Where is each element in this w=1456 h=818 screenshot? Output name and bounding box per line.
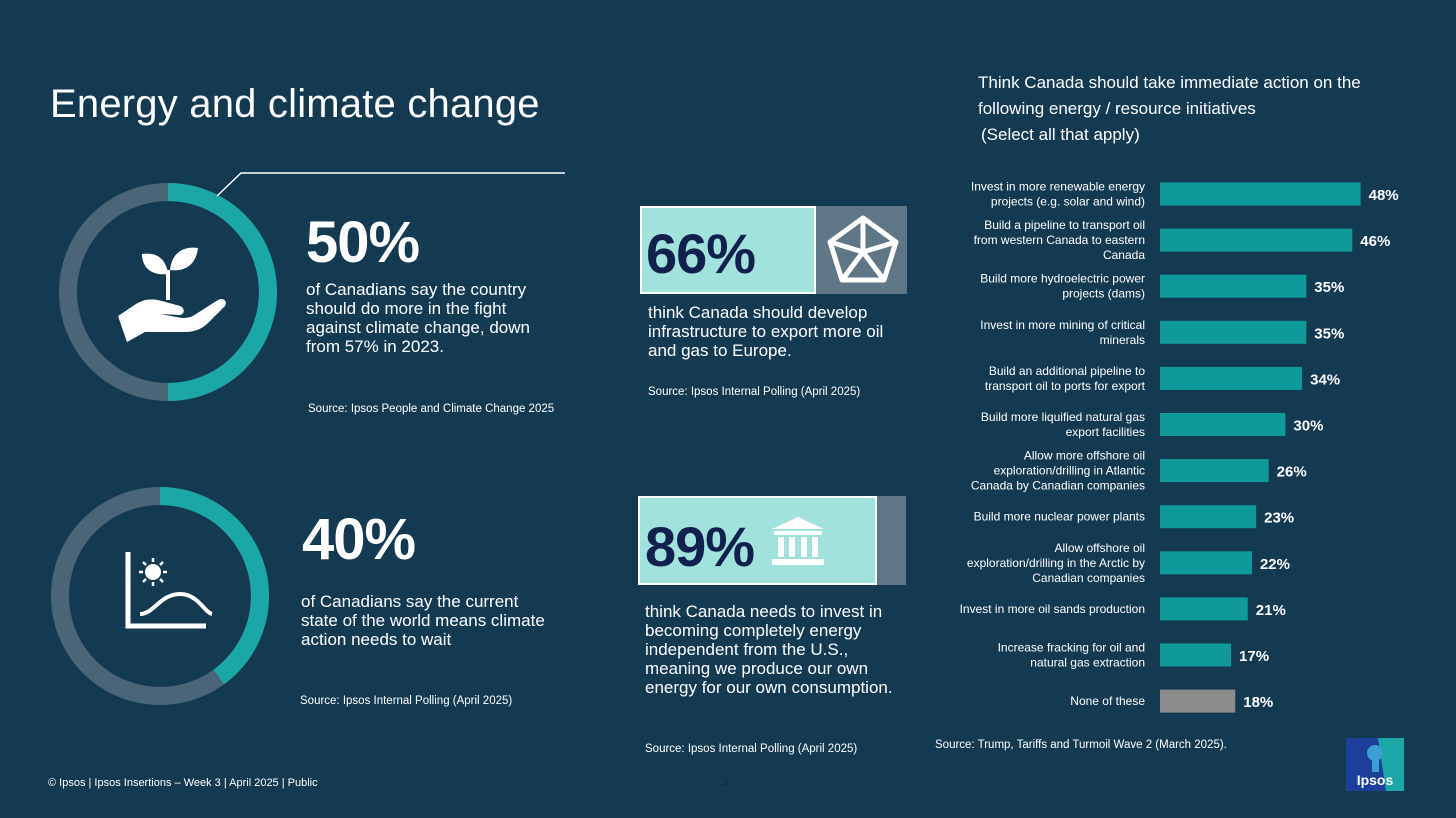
category-label-line: Build an additional pipeline to — [989, 364, 1145, 378]
bar — [1160, 320, 1307, 344]
donut-arc — [51, 487, 269, 705]
category-label: Allow more offshore oil exploration/drill… — [971, 449, 1145, 493]
category-label-line: Allow offshore oil — [1055, 541, 1146, 555]
category-label: Increase fracking for oil and natural gas… — [998, 641, 1145, 670]
bar-value-label: 22% — [1260, 556, 1290, 573]
bar — [1160, 274, 1307, 298]
category-label-line: Invest in more renewable energy — [971, 180, 1145, 194]
callout-line — [216, 172, 565, 197]
category-label: None of these — [1070, 694, 1145, 708]
stat-text-energy-independent: think Canada needs to invest in becoming… — [645, 602, 893, 697]
source-climate-wait: Source: Ipsos Internal Polling (April 20… — [300, 695, 513, 707]
stat-percent-export-europe: 66% — [646, 222, 756, 285]
category-label: Allow offshore oil exploration/drilling i… — [967, 541, 1145, 585]
category-label-line: Invest in more mining of critical — [980, 318, 1145, 332]
bar — [1160, 643, 1232, 667]
stat-text-climate-fight: of Canadians say the country should do m… — [306, 280, 530, 356]
bar — [1160, 366, 1303, 390]
stat-percent-climate-fight: 50% — [306, 210, 420, 275]
bar — [1160, 597, 1248, 621]
bar — [1160, 228, 1353, 252]
bar-value-label: 46% — [1360, 233, 1390, 250]
chart-source: Source: Trump, Tariffs and Turmoil Wave … — [935, 739, 1227, 751]
category-label-line: Build more nuclear power plants — [974, 510, 1145, 524]
stat-text-export-europe: think Canada should develop infrastructu… — [648, 303, 884, 360]
logo-text: Ipsos — [1357, 772, 1394, 788]
virus-graph-icon — [125, 552, 213, 629]
footer-text: © Ipsos | Ipsos Insertions – Week 3 | Ap… — [48, 777, 318, 789]
category-label: Invest in more renewable energy projects … — [971, 180, 1145, 209]
donut-arc — [59, 183, 277, 401]
category-label-line: Build more hydroelectric power — [980, 272, 1145, 286]
category-label: Build more liquified natural gas export f… — [981, 410, 1145, 439]
category-label-line: Invest in more oil sands production — [960, 602, 1145, 616]
category-label-line: exploration/drilling in the Arctic by — [967, 556, 1145, 570]
source-climate-fight: Source: Ipsos People and Climate Change … — [308, 403, 555, 415]
category-label-line: Build more liquified natural gas — [981, 410, 1145, 424]
stat-percent-climate-wait: 40% — [302, 507, 416, 572]
page-title: Energy and climate change — [50, 82, 540, 126]
category-label: Build more hydroelectric power projects (… — [980, 272, 1145, 301]
bar-value-label: 18% — [1243, 694, 1273, 711]
bar-value-label: 23% — [1264, 510, 1294, 527]
bar — [1160, 413, 1286, 436]
category-label-line: projects (e.g. solar and wind) — [991, 195, 1145, 209]
category-label-line: minerals — [1100, 333, 1145, 347]
category-label: Invest in more oil sands production — [960, 602, 1145, 616]
category-label: Build a pipeline to transport oil from we… — [974, 218, 1146, 262]
bar — [1160, 182, 1361, 206]
oil-rig-icon — [827, 215, 899, 283]
category-label-line: natural gas extraction — [1030, 656, 1145, 670]
category-label-line: projects (dams) — [1062, 287, 1145, 301]
bar-value-label: 35% — [1314, 325, 1344, 342]
page-number: 3 — [722, 777, 729, 789]
category-label-line: transport oil to ports for export — [985, 379, 1146, 393]
stat-text-climate-wait: of Canadians say the current state of th… — [301, 592, 545, 649]
category-label-line: Build a pipeline to transport oil — [984, 218, 1145, 232]
bar-value-label: 30% — [1293, 418, 1323, 435]
box-fill-export-europe — [640, 206, 817, 294]
bar-value-label: 26% — [1277, 464, 1307, 481]
bar-value-label: 21% — [1256, 602, 1286, 619]
bar — [1160, 689, 1236, 713]
bar — [1160, 551, 1252, 575]
bar-value-label: 17% — [1239, 648, 1269, 665]
category-label-line: None of these — [1070, 694, 1145, 708]
box-fill-energy-independent — [638, 496, 877, 585]
bar — [1160, 459, 1269, 483]
category-label: Build more nuclear power plants — [974, 510, 1145, 524]
bar-value-label: 34% — [1310, 371, 1340, 388]
chart-subtitle: (Select all that apply) — [981, 125, 1140, 144]
government-building-icon — [772, 517, 824, 565]
bar — [1160, 505, 1257, 529]
ipsos-logo: Ipsos — [1346, 738, 1404, 791]
chart-title: Think Canada should take immediate actio… — [978, 70, 1398, 148]
category-label: Build an additional pipeline to transport… — [985, 364, 1146, 393]
donut-chart-climate-fight — [59, 183, 277, 401]
category-label-line: from western Canada to eastern — [974, 233, 1145, 247]
category-label: Invest in more mining of critical mineral… — [980, 318, 1145, 347]
bar-value-label: 35% — [1314, 279, 1344, 296]
hand-plant-icon — [118, 247, 226, 342]
bar-value-label: 48% — [1369, 187, 1399, 204]
bar-chart: 48%Invest in more renewable energy projec… — [960, 180, 1399, 713]
chart-title-text: Think Canada should take immediate actio… — [978, 73, 1361, 118]
donut-chart-climate-wait — [51, 487, 269, 705]
category-label-line: Canada by Canadian companies — [971, 479, 1145, 493]
category-label-line: Allow more offshore oil — [1024, 449, 1145, 463]
category-label-line: export facilities — [1066, 425, 1145, 439]
source-energy-independent: Source: Ipsos Internal Polling (April 20… — [645, 743, 858, 755]
stat-percent-energy-independent: 89% — [645, 515, 755, 578]
category-label-line: Canadian companies — [1032, 571, 1145, 585]
category-label-line: exploration/drilling in Atlantic — [994, 464, 1145, 478]
category-label-line: Canada — [1103, 248, 1145, 262]
source-export-europe: Source: Ipsos Internal Polling (April 20… — [648, 386, 861, 398]
category-label-line: Increase fracking for oil and — [998, 641, 1145, 655]
